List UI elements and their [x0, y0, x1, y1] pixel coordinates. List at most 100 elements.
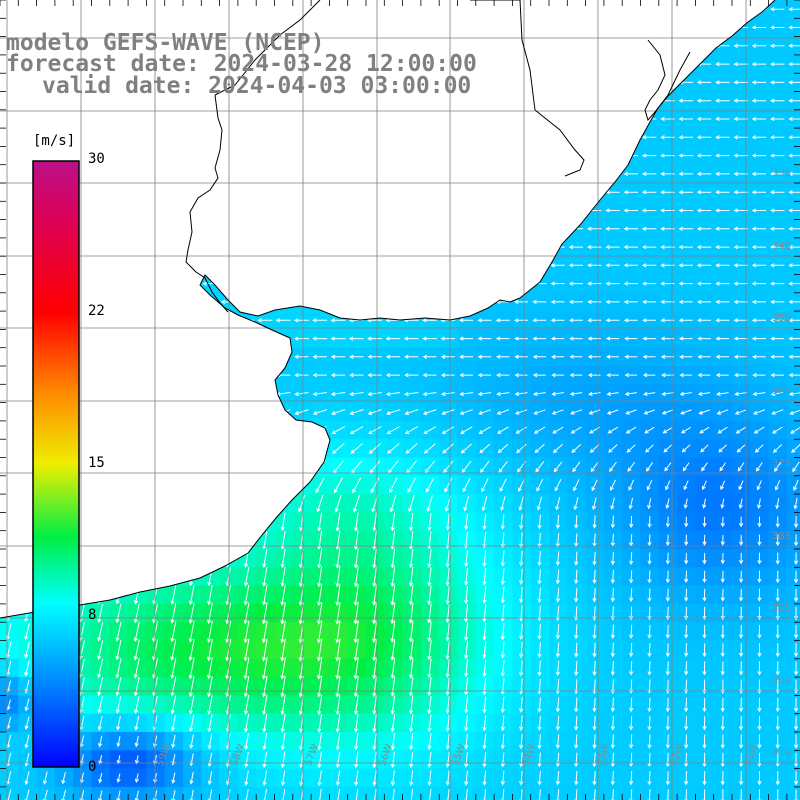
- wind-arrow: [733, 80, 748, 85]
- wind-arrow: [422, 318, 437, 323]
- wind-arrow: [715, 208, 730, 213]
- wind-arrow: [696, 226, 712, 231]
- wind-arrow: [641, 190, 657, 195]
- wind-arrow: [404, 426, 418, 435]
- wind-speed-cell: [786, 494, 800, 513]
- wind-arrow: [751, 135, 767, 140]
- wind-arrow: [788, 373, 800, 378]
- wind-arrow: [495, 318, 510, 323]
- wind-arrow: [770, 226, 785, 231]
- wind-arrow: [715, 80, 730, 85]
- wind-arrow: [678, 299, 693, 305]
- wind-arrow: [696, 208, 712, 213]
- colorbar-tick-8: 8: [88, 607, 97, 623]
- wind-arrow: [605, 281, 620, 286]
- wind-arrow: [587, 318, 602, 323]
- wind-arrow: [697, 354, 711, 359]
- wind-arrow: [678, 281, 693, 286]
- wind-arrow: [479, 443, 491, 454]
- wind-arrow: [788, 171, 800, 176]
- wind-arrow: [754, 444, 764, 453]
- wind-arrow: [606, 391, 619, 396]
- wind-arrow: [680, 409, 692, 415]
- wind-arrow: [770, 263, 785, 268]
- wind-arrow: [678, 244, 693, 250]
- wind-arrow: [294, 409, 309, 415]
- wind-arrow: [678, 226, 693, 231]
- wind-arrow: [752, 373, 766, 378]
- wind-arrow: [715, 98, 730, 103]
- wind-arrow: [788, 153, 800, 158]
- wind-arrow: [751, 244, 767, 250]
- wind-arrow: [550, 263, 565, 268]
- wind-arrow: [716, 409, 729, 415]
- wind-arrow: [770, 336, 785, 341]
- wind-arrow: [715, 116, 730, 122]
- wind-arrow: [696, 190, 712, 195]
- wind-arrow: [733, 263, 748, 268]
- wind-arrow: [788, 263, 800, 268]
- wind-arrow: [624, 336, 638, 341]
- wind-speed-cell: [786, 695, 800, 715]
- wind-arrow: [642, 281, 657, 286]
- wind-arrow: [697, 391, 711, 396]
- wind-arrow: [733, 226, 748, 231]
- wind-arrow: [788, 25, 800, 30]
- wind-arrow: [751, 226, 767, 231]
- wind-arrow: [751, 43, 767, 48]
- wind-arrow: [641, 226, 657, 231]
- wind-arrow: [791, 444, 800, 454]
- wind-arrow: [330, 373, 346, 378]
- wind-arrow: [477, 373, 492, 378]
- wind-arrow: [589, 444, 600, 453]
- wind-arrow: [386, 409, 401, 415]
- wind-arrow: [678, 263, 693, 268]
- wind-arrow: [623, 171, 638, 176]
- lat-label-37s: 37S: [772, 458, 792, 469]
- wind-speed-cell: [786, 658, 800, 678]
- wind-arrow: [532, 318, 547, 323]
- wind-arrow: [477, 391, 492, 396]
- lat-label-35s: 35S: [772, 313, 792, 324]
- colorbar-tick-15: 15: [88, 455, 105, 471]
- wind-arrow: [460, 443, 473, 454]
- wind-arrow: [367, 391, 382, 397]
- wind-arrow: [551, 354, 565, 359]
- wind-arrow: [514, 336, 528, 341]
- wind-arrow: [478, 409, 491, 415]
- wind-arrow: [422, 336, 437, 341]
- wind-arrow: [678, 190, 693, 195]
- wind-arrow: [770, 299, 785, 305]
- wind-arrow: [367, 373, 382, 378]
- wind-arrow: [788, 281, 800, 286]
- wind-arrow: [440, 391, 455, 397]
- wind-arrow: [641, 208, 657, 213]
- wind-arrow: [751, 98, 767, 103]
- lat-label-36s: 36S: [772, 386, 792, 397]
- wind-arrow: [294, 354, 309, 359]
- wind-arrow: [715, 226, 730, 231]
- wind-arrow: [608, 444, 618, 453]
- wind-arrow: [497, 443, 509, 454]
- wind-arrow: [568, 244, 584, 250]
- wind-arrow: [642, 336, 656, 341]
- wind-arrow: [569, 354, 583, 359]
- wind-arrow: [569, 373, 583, 378]
- wind-arrow: [715, 190, 730, 195]
- wind-arrow: [698, 409, 710, 415]
- wind-arrow: [385, 391, 401, 397]
- wind-arrow: [770, 244, 785, 250]
- wind-arrow: [641, 153, 657, 158]
- wind-arrow: [423, 443, 436, 454]
- wind-arrow: [422, 373, 437, 378]
- wind-arrow: [734, 373, 748, 378]
- lat-label-39s: 39S: [772, 603, 792, 614]
- wind-arrow: [498, 461, 508, 473]
- wind-arrow: [293, 336, 309, 341]
- wind-arrow: [696, 281, 712, 286]
- wind-arrow: [496, 391, 510, 396]
- wind-arrow: [605, 263, 620, 268]
- wind-arrow: [568, 299, 583, 305]
- wind-arrow: [331, 409, 346, 416]
- wind-speed-cell: [786, 549, 800, 568]
